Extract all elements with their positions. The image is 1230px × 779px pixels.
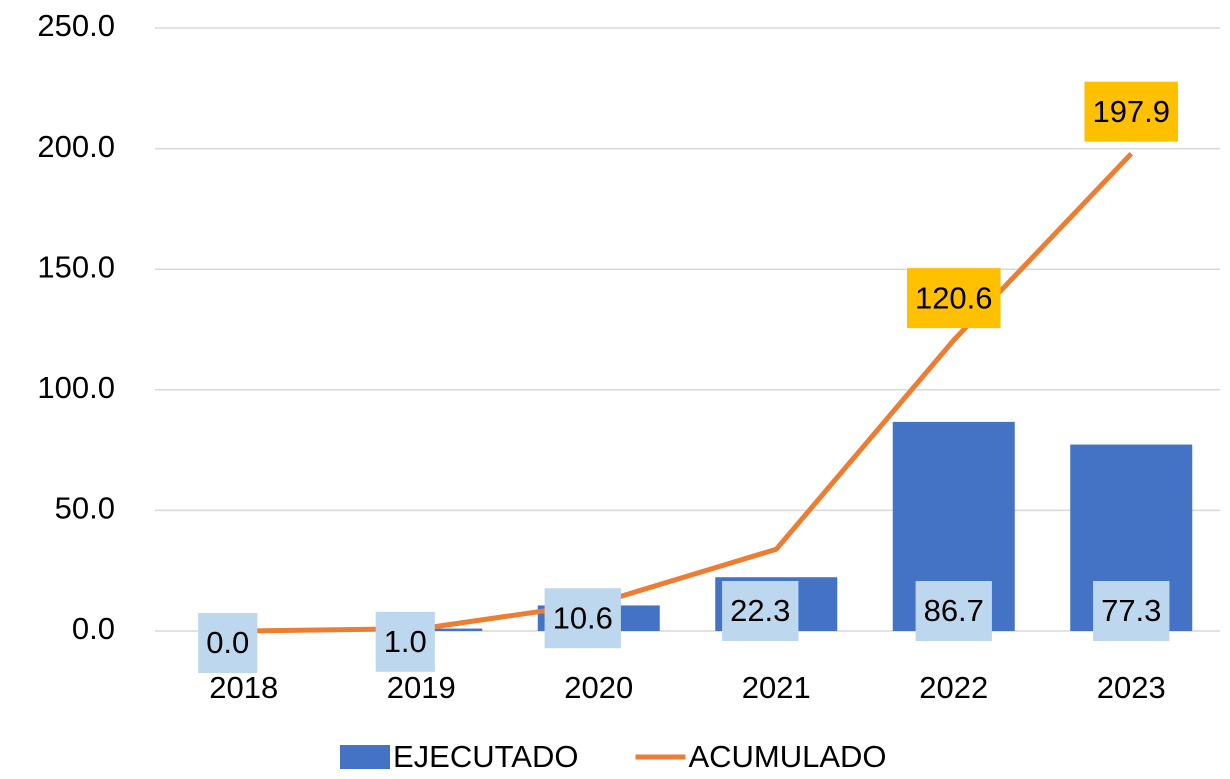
bar-label-text: 77.3: [1101, 593, 1161, 628]
x-tick-label: 2022: [919, 670, 988, 705]
legend-label: ACUMULADO: [688, 739, 886, 774]
x-tick-label: 2019: [387, 670, 456, 705]
line-label: 197.9: [1084, 81, 1179, 142]
bar-label-box: [915, 581, 992, 641]
legend-swatch: [340, 745, 390, 769]
bar-label: 10.6: [544, 588, 621, 649]
line-label: 120.6: [906, 268, 1001, 329]
bar-label-text: 86.7: [924, 593, 984, 628]
bar-label-text: 0.0: [206, 625, 249, 660]
x-tick-label: 2020: [564, 670, 633, 705]
bar-label-text: 1.0: [384, 624, 427, 659]
x-tick-label: 2021: [742, 670, 811, 705]
y-tick-label: 250.0: [37, 8, 115, 43]
y-tick-label: 50.0: [55, 491, 115, 526]
bar-label: 86.7: [915, 581, 992, 641]
bar-label: 77.3: [1093, 581, 1170, 641]
line-label-box: [1084, 81, 1179, 142]
bar-label-text: 10.6: [553, 600, 613, 635]
x-tick-label: 2018: [209, 670, 278, 705]
y-tick-label: 100.0: [37, 370, 115, 405]
bar-label-box: [722, 581, 799, 641]
line-label-box: [906, 268, 1001, 329]
y-tick-label: 150.0: [37, 249, 115, 284]
bar-label: 1.0: [375, 611, 435, 672]
bar-label: 22.3: [722, 581, 799, 641]
bar-label-box: [544, 588, 621, 649]
y-tick-label: 200.0: [37, 129, 115, 164]
bar-label-box: [198, 613, 258, 673]
line-label-text: 120.6: [915, 280, 993, 315]
y-tick-label: 0.0: [72, 611, 115, 646]
bar-label-box: [375, 611, 435, 672]
bar-label-text: 22.3: [730, 593, 790, 628]
bar-label-box: [1093, 581, 1170, 641]
line-label-text: 197.9: [1092, 94, 1170, 129]
legend-label: EJECUTADO: [393, 739, 578, 774]
x-tick-label: 2023: [1097, 670, 1166, 705]
bar-label: 0.0: [198, 613, 258, 673]
